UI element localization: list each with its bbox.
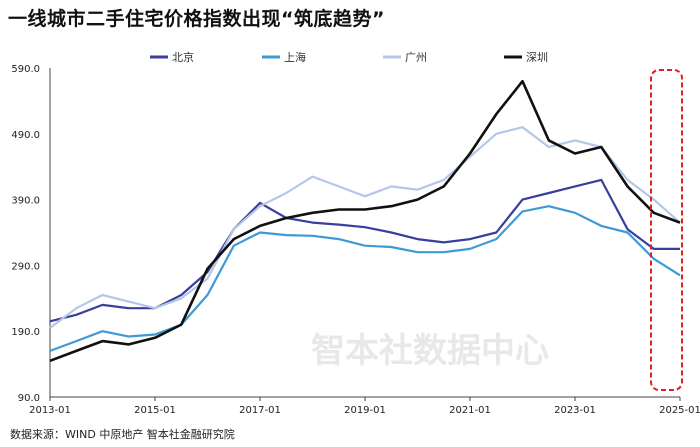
x-axis: 2013-01 2015-01 2017-01 2019-01 2021-01 2023-… bbox=[29, 396, 700, 416]
x-tick-label: 2013-01 bbox=[29, 405, 71, 416]
highlight-box bbox=[650, 69, 683, 391]
y-tick-label: 390.0 bbox=[11, 196, 40, 207]
legend-label: 北京 bbox=[172, 50, 194, 64]
chart-title: 一线城市二手住宅价格指数出现“筑底趋势” bbox=[8, 8, 385, 30]
series-line-1 bbox=[49, 178, 680, 323]
legend-label: 深圳 bbox=[526, 51, 548, 64]
x-tick-label: 2019-01 bbox=[344, 405, 386, 416]
watermark: 智本社数据中心 bbox=[311, 331, 549, 371]
legend-label: 广州 bbox=[405, 51, 427, 64]
y-tick-label: 590.0 bbox=[11, 64, 40, 75]
legend-label: 上海 bbox=[284, 50, 306, 64]
y-tick-label: 290.0 bbox=[11, 261, 40, 272]
y-tick-label: 490.0 bbox=[11, 130, 40, 141]
source-note: 数据来源：WIND 中原地产 智本社金融研究院 bbox=[10, 428, 235, 441]
y-axis: 590.0 490.0 390.0 290.0 190.0 90.0 bbox=[11, 64, 51, 404]
series-lines bbox=[49, 79, 681, 363]
y-tick-label: 90.0 bbox=[18, 393, 40, 404]
x-tick-label: 2023-01 bbox=[554, 405, 596, 416]
x-tick-label: 2025-01 bbox=[659, 405, 700, 416]
series-line-2 bbox=[49, 205, 681, 352]
y-tick-label: 190.0 bbox=[11, 327, 40, 338]
legend: 北京 上海 广州 深圳 bbox=[150, 50, 548, 64]
series-line-3 bbox=[49, 126, 681, 329]
series-line-4 bbox=[49, 79, 681, 363]
x-tick-label: 2015-01 bbox=[134, 405, 176, 416]
x-tick-label: 2021-01 bbox=[449, 405, 491, 416]
x-tick-label: 2017-01 bbox=[239, 405, 281, 416]
